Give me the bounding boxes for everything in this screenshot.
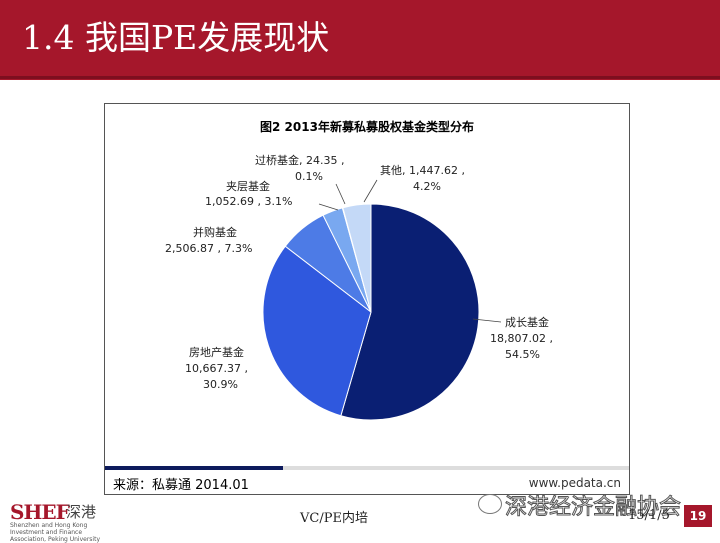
- pie-chart: 成长基金 18,807.02 , 54.5% 房地产基金 10,667.37 ,…: [165, 153, 553, 421]
- label-growth-value: 18,807.02 ,: [490, 332, 553, 345]
- label-mezzanine-name: 夹层基金: [226, 179, 270, 193]
- shef-logo-cn: 深港: [66, 503, 97, 521]
- label-realestate-value: 10,667.37 ,: [185, 362, 248, 375]
- label-growth-name: 成长基金: [505, 315, 549, 329]
- footer-bar: [105, 466, 629, 470]
- footer-bar-accent: [105, 466, 283, 470]
- leader-line-growth: [472, 318, 502, 323]
- slice-other: [342, 203, 372, 313]
- slice-growth: [340, 203, 480, 421]
- label-realestate-percent: 30.9%: [203, 378, 238, 391]
- slide-date: 15/1/5: [628, 508, 670, 523]
- chart-panel: 图2 2013年新募私募股权基金类型分布 成长基金 18,807.02 , 54…: [104, 103, 630, 495]
- chart-source: 来源：私募通 2014.01: [113, 478, 249, 493]
- leader-line-other: [363, 179, 378, 203]
- chart-site: www.pedata.cn: [528, 476, 621, 490]
- leader-lines: [318, 179, 502, 323]
- label-other-percent: 4.2%: [413, 180, 441, 193]
- wechat-icon: [478, 494, 502, 514]
- slide-header: [0, 0, 720, 80]
- label-bridge-value: 过桥基金, 24.35 ,: [255, 153, 344, 167]
- label-bridge-percent: 0.1%: [295, 170, 323, 183]
- wechat-watermark: 深港经济金融协会: [504, 495, 682, 521]
- label-other-value: 其他, 1,447.62 ,: [380, 164, 465, 177]
- label-realestate-name: 房地产基金: [189, 345, 244, 359]
- label-growth-percent: 54.5%: [505, 348, 540, 361]
- label-mezzanine-value: 1,052.69 , 3.1%: [205, 195, 292, 208]
- leader-line-bridge: [335, 183, 346, 205]
- page-number: 19: [684, 505, 712, 527]
- shef-logo: SHEF: [10, 500, 70, 524]
- chart-title: 图2 2013年新募私募股权基金类型分布: [260, 120, 474, 134]
- slice-realestate: [262, 245, 372, 417]
- label-buyout-value: 2,506.87 , 7.3%: [165, 242, 252, 255]
- footer-center-text: VC/PE内培: [300, 511, 368, 526]
- slide-title: 1.4 我国PE发展现状: [22, 18, 330, 57]
- header-divider: [0, 76, 720, 79]
- label-buyout-name: 并购基金: [193, 225, 237, 239]
- leader-line-mezzanine: [318, 203, 339, 211]
